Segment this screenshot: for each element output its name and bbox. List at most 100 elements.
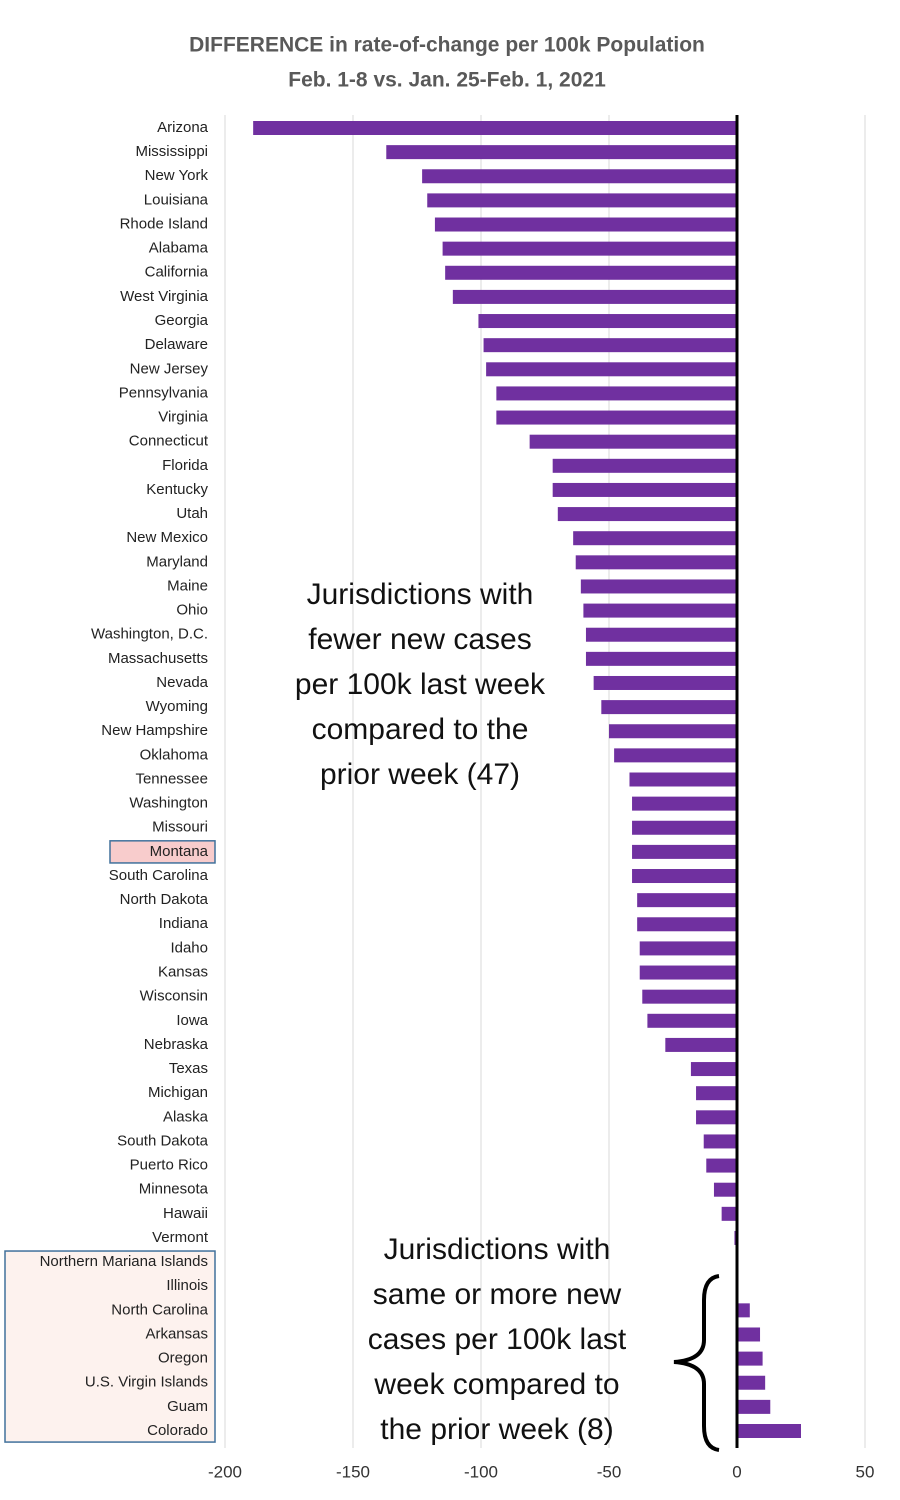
- category-label: Indiana: [159, 915, 209, 932]
- x-tick-label: -100: [464, 1462, 498, 1481]
- bar: [552, 482, 737, 497]
- bar: [703, 1134, 737, 1149]
- category-label: Wisconsin: [140, 988, 208, 1005]
- category-label: Tennessee: [135, 770, 208, 787]
- category-label: Northern Mariana Islands: [40, 1253, 208, 1270]
- category-label: New Mexico: [126, 529, 208, 546]
- bar: [642, 989, 737, 1004]
- bar: [706, 1158, 737, 1173]
- bar: [557, 507, 737, 522]
- x-tick-label: -50: [597, 1462, 622, 1481]
- bar: [737, 1424, 801, 1438]
- bar: [629, 772, 737, 787]
- category-label: Illinois: [166, 1277, 208, 1294]
- category-label: Mississippi: [135, 143, 208, 160]
- category-label: Minnesota: [139, 1181, 209, 1198]
- category-label: Kansas: [158, 964, 208, 981]
- category-label: Maryland: [146, 553, 208, 570]
- category-label: Idaho: [170, 939, 208, 956]
- label-box: [4, 1250, 216, 1443]
- category-label: Florida: [162, 457, 209, 474]
- x-tick-label: 0: [732, 1462, 741, 1481]
- bar: [529, 434, 737, 449]
- bar: [721, 1206, 737, 1221]
- bar: [639, 941, 737, 956]
- bar: [637, 893, 737, 908]
- bar: [575, 555, 737, 570]
- bar: [452, 289, 737, 304]
- category-label: Nevada: [156, 674, 208, 691]
- annotation: per 100k last week: [295, 668, 546, 701]
- category-label: Georgia: [155, 312, 209, 329]
- category-label: Maine: [167, 577, 208, 594]
- bar: [483, 338, 737, 353]
- category-label: Michigan: [148, 1084, 208, 1101]
- x-tick-label: -200: [208, 1462, 242, 1481]
- bar: [737, 1327, 761, 1342]
- chart-subtitle: Feb. 1-8 vs. Jan. 25-Feb. 1, 2021: [288, 69, 606, 92]
- category-label: Hawaii: [163, 1205, 208, 1222]
- category-label: Connecticut: [129, 433, 209, 450]
- category-label: South Dakota: [117, 1132, 209, 1149]
- category-label: Puerto Rico: [130, 1157, 208, 1174]
- bar: [737, 1351, 763, 1366]
- category-label: Utah: [176, 505, 208, 522]
- category-label: New Jersey: [130, 360, 209, 377]
- bar: [647, 1013, 737, 1028]
- annotation: week compared to: [373, 1368, 619, 1401]
- x-tick-label: -150: [336, 1462, 370, 1481]
- bar: [552, 458, 737, 473]
- bar: [713, 1182, 737, 1197]
- bar: [442, 241, 737, 256]
- category-label: Guam: [167, 1398, 208, 1415]
- bar: [639, 965, 737, 980]
- bar: [422, 169, 737, 184]
- annotation: the prior week (8): [380, 1413, 613, 1446]
- category-label: Ohio: [176, 602, 208, 619]
- bar: [427, 193, 737, 208]
- bar: [737, 1375, 766, 1390]
- annotation: compared to the: [312, 713, 529, 746]
- category-label: Wyoming: [146, 698, 208, 715]
- category-label: Oregon: [158, 1350, 208, 1367]
- category-label: Pennsylvania: [119, 384, 209, 401]
- bar: [637, 917, 737, 932]
- bar: [445, 265, 737, 280]
- annotation: Jurisdictions with: [307, 578, 534, 611]
- bar: [583, 603, 737, 618]
- category-label: Rhode Island: [120, 215, 208, 232]
- annotation: fewer new cases: [308, 623, 531, 656]
- category-label: West Virginia: [120, 288, 208, 305]
- bar: [593, 675, 737, 690]
- bar: [614, 748, 737, 763]
- bar: [253, 121, 737, 135]
- bar: [737, 1399, 771, 1414]
- bar: [696, 1110, 737, 1125]
- category-label: Nebraska: [144, 1036, 209, 1053]
- category-label: North Dakota: [120, 891, 209, 908]
- annotation: cases per 100k last: [368, 1323, 627, 1356]
- category-label: California: [145, 264, 209, 281]
- annotation: same or more new: [373, 1278, 622, 1311]
- category-label: Virginia: [158, 409, 208, 426]
- annotation: Jurisdictions with: [384, 1233, 611, 1266]
- category-label: Arkansas: [145, 1325, 208, 1342]
- category-label: Missouri: [152, 819, 208, 836]
- bar: [386, 145, 737, 160]
- bar: [573, 531, 737, 546]
- bar: [496, 410, 737, 425]
- category-label: Colorado: [147, 1422, 208, 1439]
- bar: [580, 579, 737, 594]
- category-label: Washington, D.C.: [91, 626, 208, 643]
- category-label: Alaska: [163, 1108, 209, 1125]
- label-box: [109, 840, 216, 864]
- bar: [478, 314, 737, 329]
- x-tick-label: 50: [856, 1462, 875, 1481]
- bar: [632, 844, 737, 859]
- bar: [601, 700, 737, 715]
- category-label: U.S. Virgin Islands: [85, 1374, 208, 1391]
- category-label: Louisiana: [144, 191, 209, 208]
- brace: [673, 1274, 720, 1452]
- category-label: Massachusetts: [108, 650, 208, 667]
